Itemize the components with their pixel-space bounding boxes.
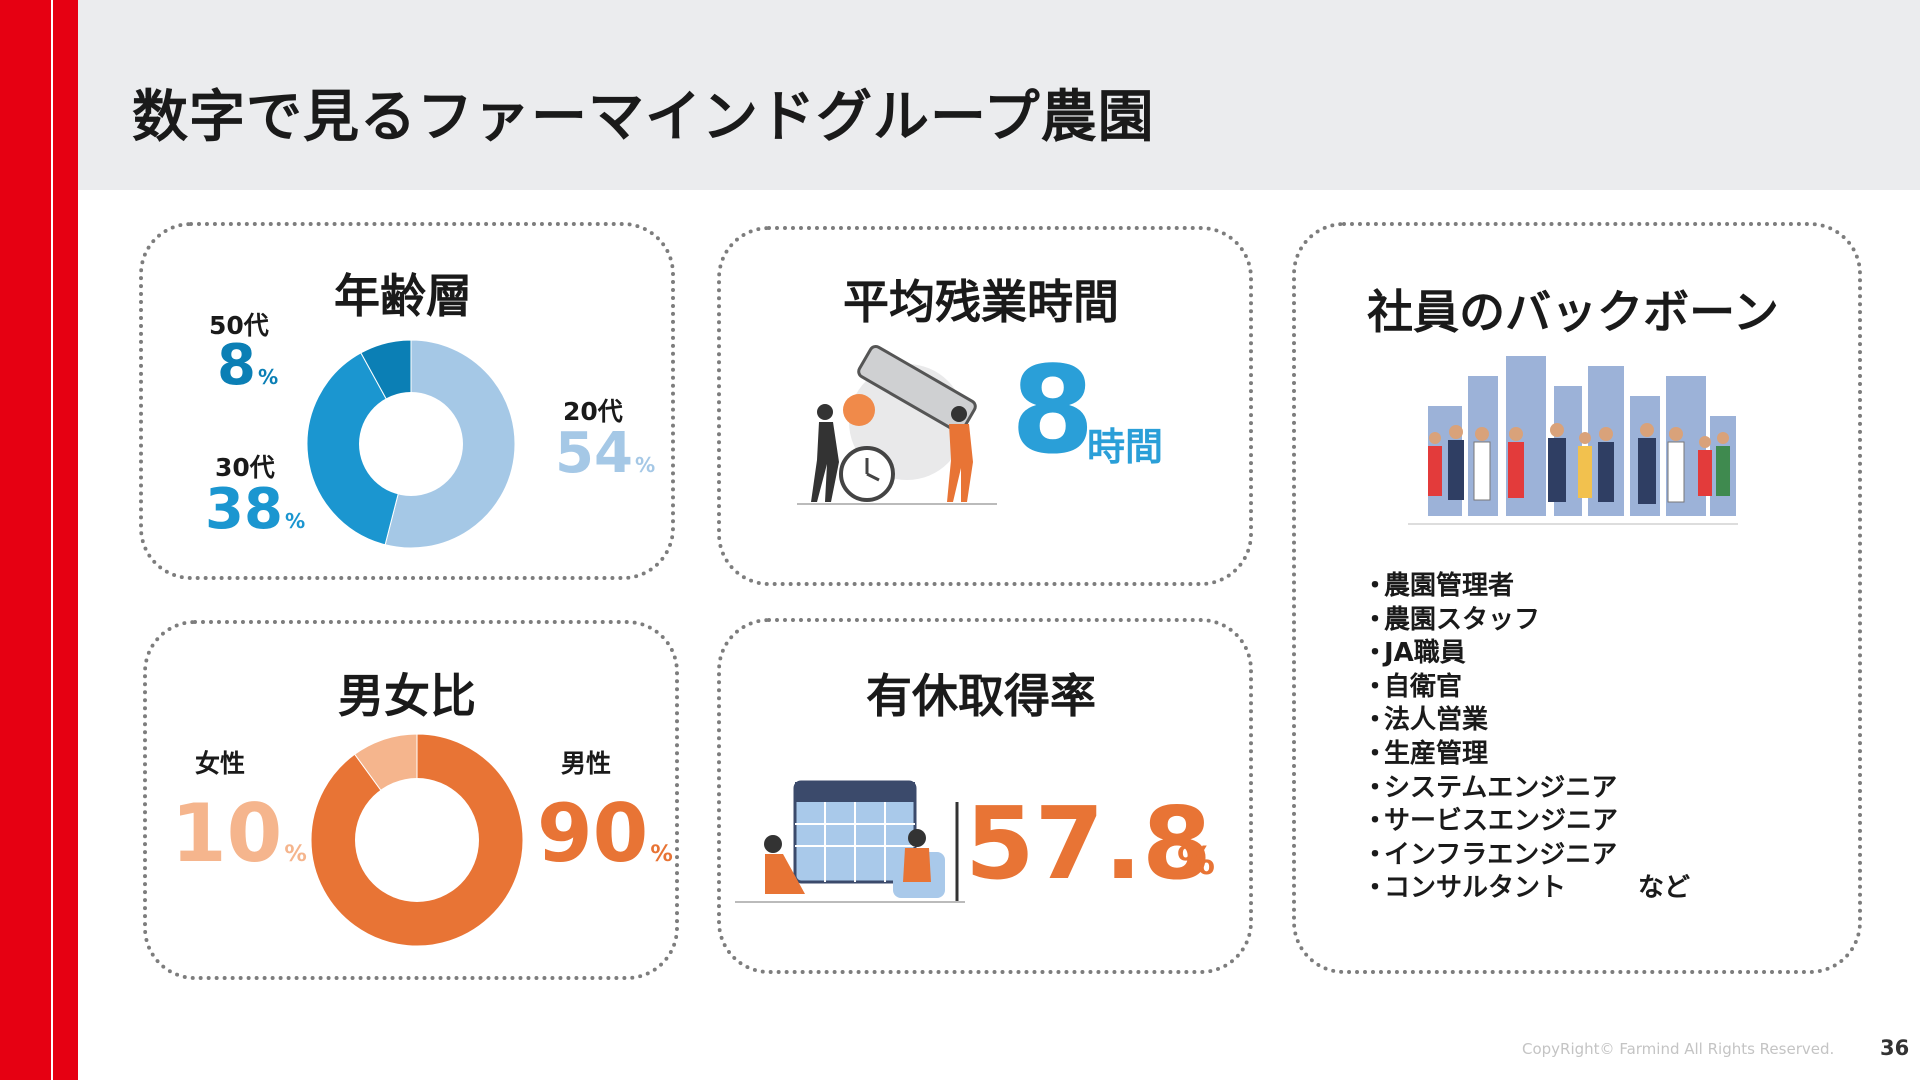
backbone-item-text: 農園スタッフ <box>1384 604 1541 635</box>
backbone-item-text: サービスエンジニア <box>1384 806 1619 837</box>
age-30s-label: 30代 <box>215 453 275 482</box>
page-number: 36 <box>1880 1036 1910 1060</box>
backbone-item-text: JA職員 <box>1384 638 1466 669</box>
leave-card-title: 有休取得率 <box>866 669 1096 723</box>
backbone-item-text: 農園管理者 <box>1384 571 1515 601</box>
backbone-list-item: ・生産管理 <box>1362 738 1690 772</box>
leave-illustration <box>735 780 965 903</box>
bullet-marker: ・ <box>1362 772 1389 803</box>
overtime-illustration <box>797 344 997 505</box>
age-card-title: 年齢層 <box>334 269 472 323</box>
person-reading-icon <box>765 854 805 894</box>
age-50s-label: 50代 <box>209 311 269 340</box>
backbone-list-item: ・法人営業 <box>1362 704 1690 738</box>
backbone-list-item: ・JA職員 <box>1362 637 1690 671</box>
gender-female-number: 10 <box>171 787 283 880</box>
page-title: 数字で見るファーマインドグループ農園 <box>132 85 1155 150</box>
workers-illustration <box>1408 356 1738 525</box>
title-band <box>78 0 1920 190</box>
age-20s-unit: % <box>634 453 656 477</box>
age-donut-chart <box>306 339 516 549</box>
red-side-bar <box>0 0 78 1080</box>
age-30s-unit: % <box>284 509 306 533</box>
backbone-list-item: ・コンサルタント など <box>1362 872 1690 906</box>
gender-female-label: 女性 <box>195 749 246 778</box>
bullet-marker: ・ <box>1362 839 1389 870</box>
person-laptop-icon <box>903 848 931 882</box>
gender-male-value: 90% <box>537 794 673 874</box>
backbone-item-text: システムエンジニア <box>1384 772 1618 803</box>
bullet-marker: ・ <box>1362 738 1389 769</box>
person-right-icon <box>947 424 973 502</box>
bullet-marker: ・ <box>1362 873 1389 904</box>
gender-donut-hole <box>355 778 479 902</box>
age-20s-label: 20代 <box>563 397 623 426</box>
person-laptop-head-icon <box>908 829 926 847</box>
age-30s-number: 38 <box>205 477 283 542</box>
overtime-card: 平均残業時間 8 時間 <box>717 226 1253 586</box>
age-50s-unit: % <box>257 365 279 389</box>
age-20s-value: 54% <box>555 426 655 482</box>
gender-card-title: 男女比 <box>338 669 476 723</box>
bullet-marker: ・ <box>1362 571 1389 601</box>
backbone-list-item: ・農園スタッフ <box>1362 604 1690 638</box>
person-head-icon <box>817 404 833 420</box>
backbone-item-text: インフラエンジニア <box>1384 839 1618 870</box>
age-50s-number: 8 <box>217 333 256 398</box>
backbone-list-item: ・システムエンジニア <box>1362 772 1690 806</box>
bullet-marker: ・ <box>1362 806 1389 837</box>
backbone-item-text: 法人営業 <box>1384 705 1489 736</box>
backbone-list-suffix: など <box>1638 873 1691 904</box>
age-30s-value: 38% <box>205 482 305 538</box>
backbone-item-text: コンサルタント <box>1384 873 1567 904</box>
gender-female-unit: % <box>284 841 307 867</box>
leave-card: 有休取得率 57.8 % <box>717 618 1253 974</box>
gender-card: 男女比 女性 10% 男性 90% <box>143 620 679 980</box>
bullet-marker: ・ <box>1362 671 1389 702</box>
copyright: CopyRight© Farmind All Rights Reserved. <box>1522 1040 1835 1058</box>
workers-group-icon <box>1408 423 1738 525</box>
leave-value: 57.8 <box>965 785 1212 902</box>
gender-female-value: 10% <box>171 794 307 874</box>
overtime-value: 8 <box>1011 342 1095 481</box>
backbone-list-item: ・自衛官 <box>1362 671 1690 705</box>
background-card-title: 社員のバックボーン <box>1367 285 1779 339</box>
overtime-unit: 時間 <box>1087 425 1164 469</box>
bullet-marker: ・ <box>1362 705 1389 736</box>
gender-male-unit: % <box>650 841 673 867</box>
bullet-marker: ・ <box>1362 604 1389 635</box>
backbone-list: ・農園管理者 ・農園スタッフ ・JA職員 ・自衛官 ・法人営業 ・生産管理 ・システムエンジ… <box>1362 570 1690 906</box>
gender-male-label: 男性 <box>561 749 612 778</box>
bullet-marker: ・ <box>1362 638 1389 669</box>
person-reading-head-icon <box>764 835 782 853</box>
backbone-item-text: 自衛官 <box>1384 671 1463 702</box>
backbone-list-item: ・インフラエンジニア <box>1362 839 1690 873</box>
age-50s-value: 8% <box>217 338 278 394</box>
backbone-item-text: 生産管理 <box>1384 738 1489 769</box>
age-card: 年齢層 50代 8% 30代 38% 20代 54% <box>139 222 675 580</box>
background-card: 社員のバックボーン ・農園管理者 ・農園スタッフ ・JA職員 ・自衛官 ・法人営業 ・生産… <box>1292 222 1862 974</box>
illustration-gear <box>843 394 875 426</box>
backbone-list-item: ・サービスエンジニア <box>1362 805 1690 839</box>
age-donut-hole <box>359 392 463 496</box>
gender-male-number: 90 <box>537 787 649 880</box>
person-head-icon-2 <box>951 406 967 422</box>
leave-unit: % <box>1177 839 1216 883</box>
age-20s-number: 54 <box>555 421 633 486</box>
overtime-card-title: 平均残業時間 <box>843 275 1119 329</box>
side-bar-divider <box>51 0 53 1080</box>
gender-donut-chart <box>310 733 524 947</box>
backbone-list-item: ・農園管理者 <box>1362 570 1690 604</box>
person-left-icon <box>811 422 839 502</box>
illustration-board <box>857 344 977 434</box>
